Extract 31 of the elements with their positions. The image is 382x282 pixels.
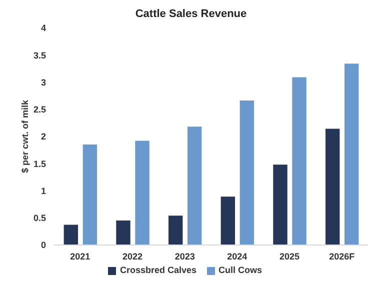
bar bbox=[63, 224, 79, 245]
y-tick-label: 3 bbox=[40, 77, 46, 88]
y-tick-label: 3.5 bbox=[33, 50, 46, 60]
bar bbox=[220, 196, 236, 245]
x-tick-label: 2025 bbox=[279, 251, 300, 262]
bar bbox=[186, 126, 202, 245]
y-tick-label: 0 bbox=[40, 240, 46, 250]
x-tick-label: 2022 bbox=[122, 251, 143, 262]
y-tick-label: 1 bbox=[40, 186, 46, 196]
bar bbox=[115, 220, 132, 245]
legend-label: Crossbred Calves bbox=[120, 265, 197, 275]
y-tick-label: 0.5 bbox=[33, 213, 46, 224]
x-tick-label: 2024 bbox=[227, 251, 248, 262]
y-tick-label: 2.5 bbox=[33, 104, 46, 115]
bar bbox=[134, 140, 150, 245]
bar bbox=[82, 144, 98, 245]
x-tick-label: 2026F bbox=[329, 251, 356, 262]
bar bbox=[344, 62, 360, 245]
bar bbox=[291, 76, 308, 245]
x-tick-label: 2021 bbox=[70, 251, 90, 262]
y-tick-label: 1.5 bbox=[33, 158, 46, 169]
bar bbox=[272, 164, 288, 245]
chart-title: Cattle Sales Revenue bbox=[134, 8, 248, 20]
y-tick-label: 4 bbox=[40, 23, 46, 34]
x-tick-label: 2023 bbox=[174, 251, 195, 262]
bar bbox=[239, 100, 255, 245]
bar bbox=[168, 214, 184, 245]
y-tick-label: 2 bbox=[40, 132, 46, 142]
bar bbox=[324, 128, 340, 245]
legend-label: Cull Cows bbox=[218, 265, 262, 275]
y-axis-title: $ per cwt. of milk bbox=[20, 99, 30, 174]
